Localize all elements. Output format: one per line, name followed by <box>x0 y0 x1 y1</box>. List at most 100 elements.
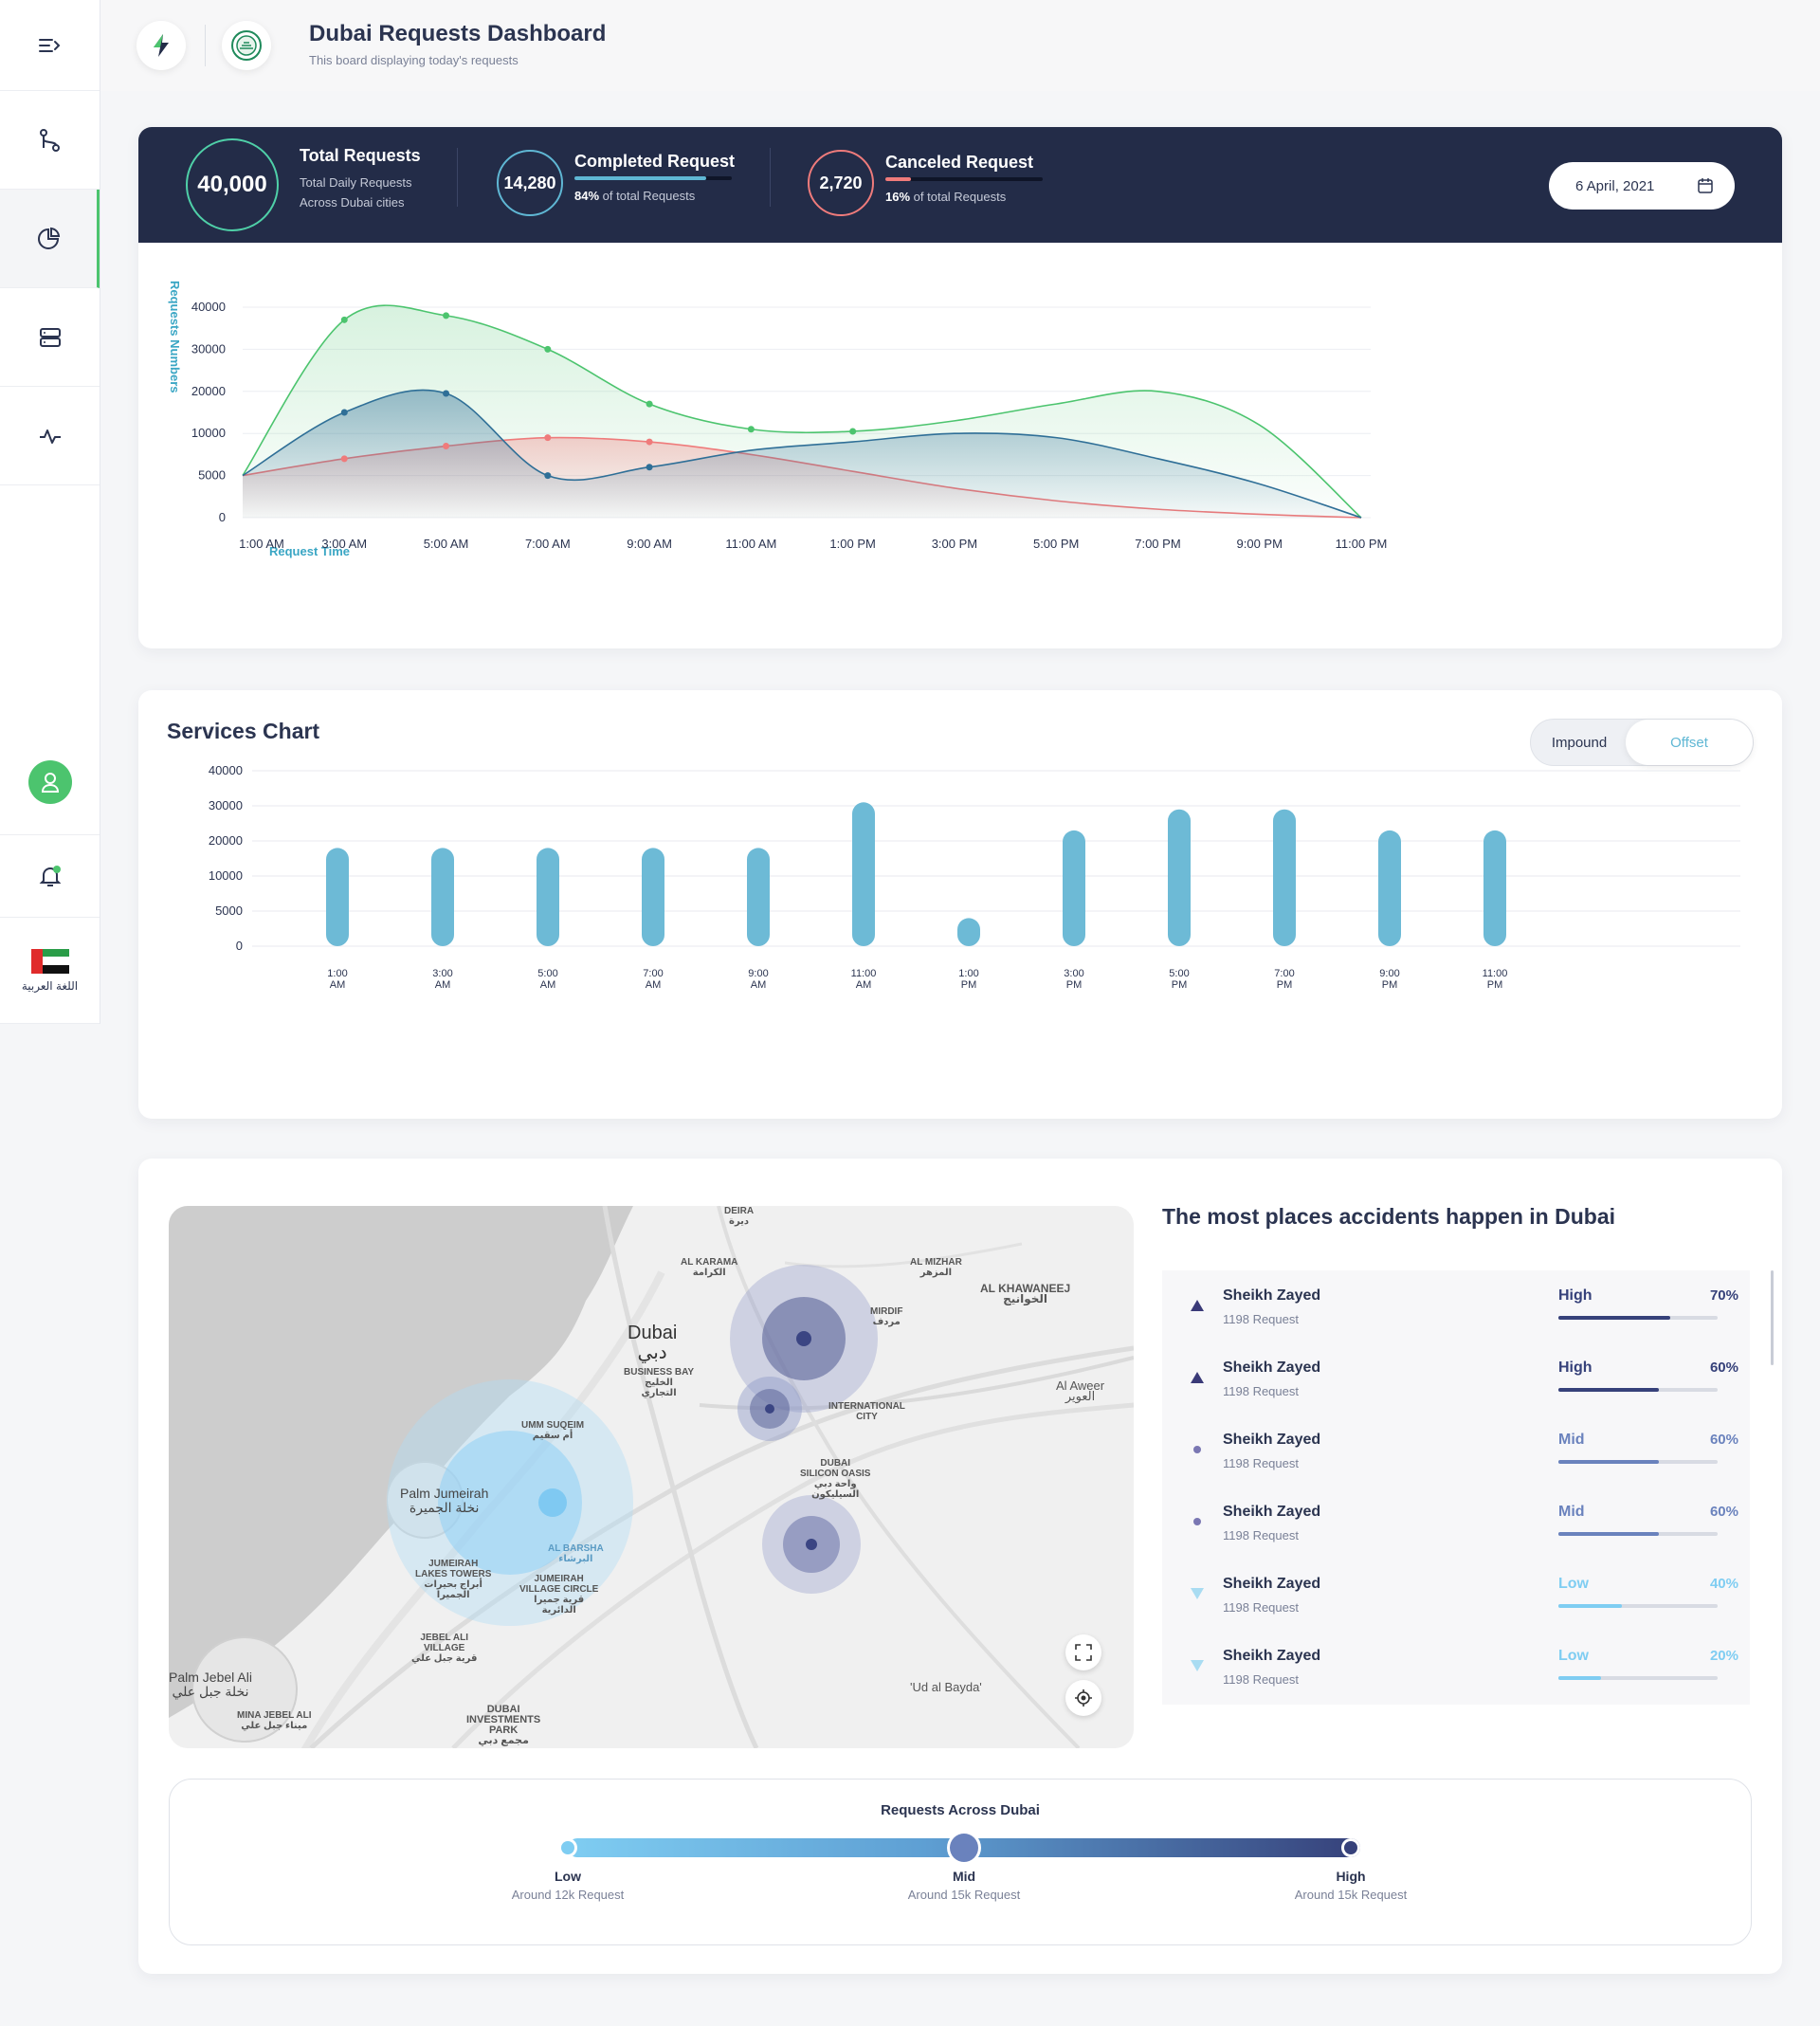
green-series-point <box>646 400 653 408</box>
total-requests-title: Total Requests <box>300 146 421 165</box>
page-subtitle: This board displaying today's requests <box>309 53 519 67</box>
x-tick-label: 7:00 AM <box>525 537 571 551</box>
service-bar[interactable] <box>326 848 349 946</box>
toggle-impound[interactable]: Impound <box>1551 734 1608 751</box>
service-bar[interactable] <box>1273 809 1296 946</box>
places-scrollbar[interactable] <box>1771 1270 1774 1365</box>
place-level: High <box>1558 1287 1592 1304</box>
header: Dubai Requests Dashboard This board disp… <box>100 0 1820 91</box>
legend-title: Requests Across Dubai <box>881 1802 1040 1818</box>
accidents-map-card: DEIRA ديرة AL KARAMA الكرامة AL MIZHAR المز… <box>138 1159 1782 1974</box>
map-label-business-bay: BUSINESS BAY الخليج التجاري <box>624 1367 695 1398</box>
service-bar[interactable] <box>747 848 770 946</box>
dubai-map[interactable]: DEIRA ديرة AL KARAMA الكرامة AL MIZHAR المز… <box>169 1206 1134 1748</box>
sidebar-item-servers[interactable] <box>0 288 100 387</box>
map-label-silicon-oasis: DUBAI SILICON OASIS واحة دبي السيليكون <box>800 1458 871 1500</box>
place-level: Low <box>1558 1648 1589 1664</box>
service-bar[interactable] <box>1063 830 1085 946</box>
date-picker[interactable]: 6 April, 2021 <box>1549 162 1735 210</box>
place-level: Mid <box>1558 1432 1585 1448</box>
blue-series-point <box>443 390 450 397</box>
x-tick-label: 9:00 AM <box>748 968 768 991</box>
menu-expand-icon <box>38 38 60 52</box>
place-row[interactable]: Sheikh Zayed 1198 Request Low 40% <box>1162 1559 1750 1633</box>
triangle-down-icon <box>1189 1657 1206 1674</box>
legend-high-label: High <box>1336 1869 1366 1884</box>
place-row[interactable]: Sheikh Zayed 1198 Request High 60% <box>1162 1342 1750 1416</box>
legend-high: High Around 15k Request <box>1256 1869 1446 1902</box>
x-tick-label: 3:00 AM <box>432 968 452 991</box>
green-series-point <box>340 316 348 323</box>
service-bar[interactable] <box>537 848 559 946</box>
place-requests: 1198 Request <box>1223 1456 1299 1470</box>
place-row[interactable]: Sheikh Zayed 1198 Request Mid 60% <box>1162 1487 1750 1561</box>
place-requests: 1198 Request <box>1223 1672 1299 1687</box>
completed-requests-ring: 14,280 <box>497 150 563 216</box>
completed-suffix: of total Requests <box>602 189 696 203</box>
language-label: اللغة العربية <box>21 978 79 993</box>
completed-requests-desc: 84% of total Requests <box>574 186 695 206</box>
place-row[interactable]: Sheikh Zayed 1198 Request High 70% <box>1162 1270 1750 1344</box>
page-title: Dubai Requests Dashboard <box>309 21 607 46</box>
blue-series-line <box>242 389 1362 519</box>
service-bar[interactable] <box>852 802 875 946</box>
requests-overview-card: 40,000 Total Requests Total Daily Reques… <box>138 127 1782 648</box>
place-row[interactable]: Sheikh Zayed 1198 Request Low 20% <box>1162 1631 1750 1705</box>
service-bar[interactable] <box>957 918 980 946</box>
services-bar-chart: 0 5000 10000 20000 30000 40000 1:00 AM 3:00 AM 5:0… <box>209 766 1740 991</box>
completed-requests-title: Completed Request <box>574 152 736 171</box>
sidebar-item-routes[interactable] <box>0 91 100 190</box>
legend-low-label: Low <box>555 1869 581 1884</box>
x-tick-label: 9:00 AM <box>627 537 672 551</box>
place-requests: 1198 Request <box>1223 1384 1299 1398</box>
map-label-mina-jebel-ali: MINA JEBEL ALI ميناء جبل علي <box>237 1710 312 1731</box>
place-name: Sheikh Zayed <box>1223 1360 1321 1376</box>
sidebar-item-activity[interactable] <box>0 387 100 485</box>
x-tick-label: 9:00 PM <box>1237 537 1283 551</box>
map-label-ud-al-bayda: 'Ud al Bayda' <box>910 1680 982 1694</box>
user-avatar[interactable] <box>28 760 72 804</box>
route-icon <box>39 128 60 152</box>
total-requests-line2: Across Dubai cities <box>300 195 405 210</box>
sidebar-item-dashboard[interactable] <box>0 190 100 288</box>
legend-low-marker <box>558 1838 577 1857</box>
menu-toggle-button[interactable] <box>0 0 100 91</box>
map-label-mizhar: AL MIZHAR المزهر <box>910 1257 962 1278</box>
blue-series-point <box>544 472 552 480</box>
legend-mid-marker <box>947 1831 981 1865</box>
triangle-down-icon <box>1189 1585 1206 1602</box>
place-progress-bar <box>1558 1316 1718 1320</box>
service-bar[interactable] <box>1483 830 1506 946</box>
legend-mid-sub: Around 15k Request <box>907 1888 1021 1902</box>
map-label-palm-jumeirah: Palm Jumeirah نخلة الجميرة <box>400 1486 489 1515</box>
fullscreen-button[interactable] <box>1065 1634 1101 1670</box>
toggle-offset[interactable]: Offset <box>1626 720 1753 765</box>
canceled-progress-bar <box>885 177 1043 181</box>
map-label-international-city: INTERNATIONAL CITY <box>828 1401 905 1422</box>
service-bar[interactable] <box>1378 830 1401 946</box>
place-row[interactable]: Sheikh Zayed 1198 Request Mid 60% <box>1162 1415 1750 1488</box>
service-bar[interactable] <box>642 848 664 946</box>
services-chart-card: Services Chart Impound Offset 0 5000 10000… <box>138 690 1782 1119</box>
blue-series-area <box>243 390 1361 518</box>
place-name: Sheikh Zayed <box>1223 1648 1321 1664</box>
stat-divider <box>457 148 458 207</box>
service-bar[interactable] <box>1168 809 1191 946</box>
place-level: High <box>1558 1360 1592 1376</box>
calendar-icon <box>1698 178 1713 193</box>
blue-series-point <box>340 409 348 416</box>
app-logo <box>136 21 186 70</box>
x-tick-label: 9:00 PM <box>1379 968 1399 991</box>
service-type-toggle[interactable]: Impound Offset <box>1530 719 1754 766</box>
locate-button[interactable] <box>1065 1680 1101 1716</box>
service-bar[interactable] <box>431 848 454 946</box>
language-switch[interactable]: اللغة العربية <box>0 918 100 1024</box>
fullscreen-icon <box>1075 1644 1092 1661</box>
app-logo-icon <box>154 34 169 57</box>
green-series-point <box>443 312 450 319</box>
triangle-up-icon <box>1189 1369 1206 1386</box>
canceled-requests-desc: 16% of total Requests <box>885 187 1006 207</box>
x-tick-label: 7:00 PM <box>1274 968 1294 991</box>
notifications-button[interactable] <box>0 834 100 918</box>
place-requests: 1198 Request <box>1223 1600 1299 1615</box>
